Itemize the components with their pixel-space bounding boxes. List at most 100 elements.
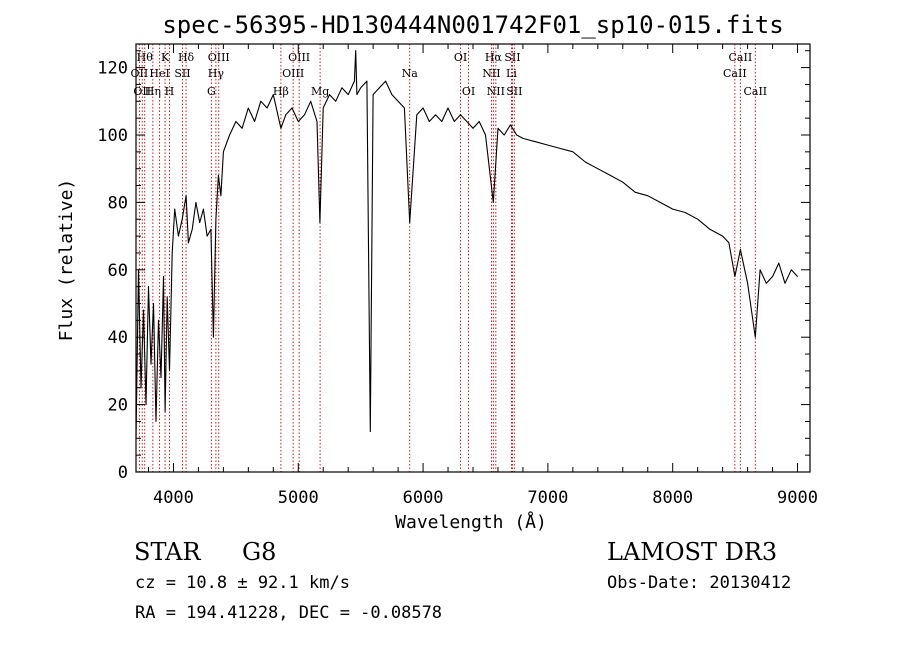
data-point-38 bbox=[266, 107, 268, 109]
line-marker-label-3: Hη bbox=[145, 85, 161, 98]
data-point-15 bbox=[171, 252, 173, 254]
data-point-22 bbox=[195, 202, 197, 203]
line-marker-label-25: CaII bbox=[723, 67, 747, 80]
data-point-85 bbox=[547, 144, 549, 146]
data-point-41 bbox=[285, 114, 287, 116]
data-point-11 bbox=[163, 276, 164, 277]
y-axis-label: Flux (relative) bbox=[56, 179, 77, 342]
data-point-53 bbox=[354, 80, 355, 82]
line-marker-label-0: OII bbox=[131, 67, 149, 80]
data-point-59 bbox=[372, 94, 374, 95]
y-tick-label-2: 40 bbox=[108, 328, 128, 348]
line-marker-label-20: Hα bbox=[485, 51, 503, 64]
data-point-19 bbox=[185, 195, 187, 197]
x-axis-label: Wavelength (Å) bbox=[395, 511, 547, 533]
data-point-107 bbox=[772, 276, 773, 277]
data-point-14 bbox=[169, 370, 170, 372]
object-subclass: G8 bbox=[242, 538, 277, 566]
redshift-cz: cz = 10.8 ± 92.1 km/s bbox=[135, 573, 350, 593]
data-point-103 bbox=[747, 282, 748, 284]
line-markers bbox=[138, 44, 756, 472]
data-point-73 bbox=[460, 114, 461, 116]
data-point-99 bbox=[722, 235, 723, 237]
data-point-60 bbox=[379, 87, 380, 89]
line-marker-label-16: Na bbox=[402, 67, 419, 80]
data-point-62 bbox=[391, 94, 393, 95]
data-point-67 bbox=[422, 107, 424, 109]
data-point-82 bbox=[516, 134, 518, 136]
data-point-8 bbox=[155, 421, 157, 422]
data-point-16 bbox=[174, 208, 176, 210]
object-class: STAR bbox=[134, 538, 201, 566]
line-marker-label-15: Mg bbox=[311, 85, 329, 98]
chart-title: spec-56395-HD130444N001742F01_sp10-015.f… bbox=[162, 11, 783, 39]
data-point-91 bbox=[622, 181, 624, 183]
line-marker-label-27: CaII bbox=[743, 85, 767, 98]
data-point-76 bbox=[478, 121, 480, 122]
line-marker-label-9: G bbox=[207, 85, 216, 98]
data-point-109 bbox=[784, 282, 786, 284]
x-tick-label-1: 5000 bbox=[278, 488, 319, 508]
data-point-6 bbox=[150, 363, 152, 365]
data-point-13 bbox=[166, 296, 168, 298]
line-marker-label-12: Hβ bbox=[273, 85, 289, 98]
data-point-55 bbox=[356, 94, 358, 95]
data-point-33 bbox=[235, 121, 237, 122]
data-point-94 bbox=[659, 202, 661, 203]
data-point-71 bbox=[447, 107, 449, 109]
data-point-61 bbox=[385, 80, 386, 82]
data-point-50 bbox=[335, 100, 337, 102]
data-point-27 bbox=[213, 336, 214, 338]
data-point-36 bbox=[254, 121, 256, 122]
y-tick-label-6: 120 bbox=[97, 59, 128, 79]
x-tick-label-3: 7000 bbox=[527, 488, 568, 508]
x-tick-label-5: 9000 bbox=[777, 488, 818, 508]
data-point-32 bbox=[229, 134, 231, 136]
data-point-44 bbox=[304, 114, 305, 116]
data-point-63 bbox=[397, 100, 399, 102]
data-point-23 bbox=[199, 222, 201, 224]
data-point-83 bbox=[522, 138, 524, 139]
data-point-29 bbox=[218, 175, 219, 176]
data-point-28 bbox=[215, 218, 217, 220]
series-line-0 bbox=[135, 50, 798, 439]
line-marker-label-18: OI bbox=[462, 85, 475, 98]
data-point-5 bbox=[148, 286, 149, 287]
data-point-95 bbox=[672, 208, 674, 210]
data-point-20 bbox=[188, 242, 189, 244]
data-point-48 bbox=[322, 107, 324, 109]
survey-name: LAMOST DR3 bbox=[607, 538, 778, 566]
data-point-92 bbox=[634, 191, 636, 193]
plot-frame bbox=[135, 43, 811, 473]
data-point-35 bbox=[247, 107, 249, 109]
data-point-21 bbox=[191, 229, 193, 230]
data-point-4 bbox=[145, 404, 147, 405]
data-point-86 bbox=[560, 148, 561, 149]
data-point-49 bbox=[329, 94, 330, 95]
line-marker-label-13: OIII bbox=[282, 67, 304, 80]
data-point-104 bbox=[754, 336, 756, 338]
y-tick-label-5: 100 bbox=[97, 126, 128, 146]
data-point-105 bbox=[759, 269, 761, 271]
data-point-42 bbox=[291, 107, 293, 109]
data-point-45 bbox=[310, 100, 312, 102]
data-point-77 bbox=[485, 134, 486, 136]
data-point-70 bbox=[441, 121, 443, 122]
data-point-93 bbox=[647, 195, 649, 197]
data-point-39 bbox=[272, 94, 274, 95]
data-point-84 bbox=[535, 141, 536, 143]
data-point-106 bbox=[765, 282, 767, 284]
data-point-89 bbox=[597, 168, 599, 170]
data-point-10 bbox=[160, 377, 162, 378]
data-point-25 bbox=[206, 235, 208, 237]
line-marker-label-1: OII bbox=[133, 85, 151, 98]
line-marker-label-19: NII bbox=[482, 67, 500, 80]
line-marker-label-7: SII bbox=[174, 67, 190, 80]
data-point-80 bbox=[503, 134, 505, 136]
data-point-65 bbox=[409, 222, 411, 224]
data-point-101 bbox=[734, 276, 736, 277]
line-marker-label-6: H bbox=[165, 85, 175, 98]
data-point-79 bbox=[497, 127, 499, 129]
data-point-31 bbox=[223, 151, 224, 153]
